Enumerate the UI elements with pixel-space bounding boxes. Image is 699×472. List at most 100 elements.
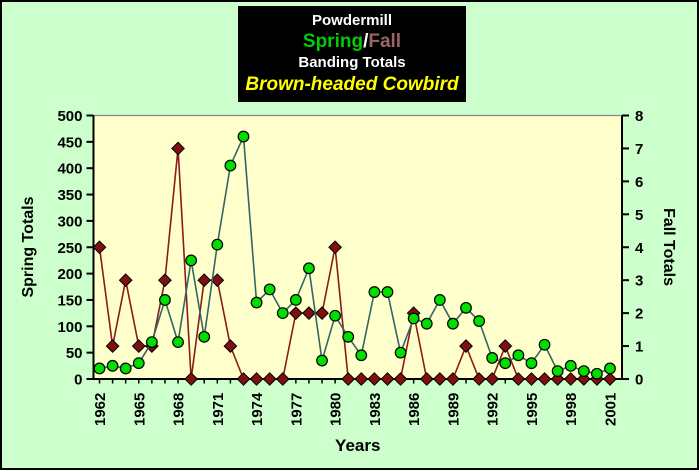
spring-marker xyxy=(224,159,237,172)
left-tick-label: 0 xyxy=(74,372,82,389)
spring-marker xyxy=(119,362,132,375)
left-tick-label: 450 xyxy=(57,134,82,151)
svg-text:1977: 1977 xyxy=(288,393,305,426)
fall-marker xyxy=(223,339,238,353)
x-tick-label: 1974 xyxy=(249,392,266,426)
spring-marker xyxy=(499,357,512,370)
spring-label: Spring xyxy=(302,31,364,53)
svg-text:1980: 1980 xyxy=(328,393,345,426)
x-tick-label: 1971 xyxy=(210,393,227,426)
fall-marker xyxy=(328,240,343,255)
fall-marker xyxy=(367,372,382,386)
x-axis-title: Years xyxy=(335,436,380,455)
fall-marker xyxy=(524,372,539,386)
spring-marker xyxy=(512,349,525,362)
spring-marker xyxy=(551,365,564,377)
svg-text:2001: 2001 xyxy=(603,393,620,426)
fall-marker xyxy=(262,372,277,386)
spring-marker xyxy=(211,238,224,251)
x-tick-label: 1962 xyxy=(92,393,109,426)
x-tick-label: 1965 xyxy=(131,393,148,426)
right-axis: 0 1 2 3 4 5 6 7 8 xyxy=(622,108,644,389)
svg-text:1974: 1974 xyxy=(249,392,266,426)
spring-marker xyxy=(329,309,342,322)
left-tick-label: 200 xyxy=(57,266,82,283)
right-tick-label: 7 xyxy=(635,141,643,158)
spring-marker xyxy=(460,301,472,314)
spring-marker xyxy=(473,315,486,327)
svg-text:1992: 1992 xyxy=(485,393,502,426)
svg-text:1989: 1989 xyxy=(445,393,462,426)
left-tick-label: 50 xyxy=(66,345,83,362)
spring-marker xyxy=(368,286,381,298)
x-tick-label: 1992 xyxy=(485,393,502,426)
right-tick-label: 3 xyxy=(635,273,643,290)
spring-marker xyxy=(316,354,328,367)
x-axis: 1962 1965 1968 1971 1974 1977 1980 1983 1986 1989… xyxy=(92,379,620,426)
x-tick-label: 2001 xyxy=(603,393,620,426)
fall-marker xyxy=(563,372,578,386)
right-tick-label: 8 xyxy=(635,108,643,125)
right-tick-label: 6 xyxy=(635,174,643,191)
fall-marker xyxy=(485,372,500,386)
left-tick-label: 400 xyxy=(57,161,82,178)
svg-text:1971: 1971 xyxy=(210,393,227,426)
fall-marker xyxy=(158,273,172,288)
fall-marker xyxy=(171,141,185,156)
fall-marker xyxy=(354,372,369,386)
x-tick-label: 1968 xyxy=(171,393,188,426)
svg-text:1968: 1968 xyxy=(171,393,188,426)
spring-marker xyxy=(250,296,263,309)
fall-marker xyxy=(302,306,316,321)
spring-marker xyxy=(159,294,171,306)
fall-marker xyxy=(341,372,356,386)
fall-marker xyxy=(393,372,408,386)
spring-marker xyxy=(303,262,315,275)
right-tick-label: 0 xyxy=(635,372,643,389)
svg-text:1965: 1965 xyxy=(131,393,148,426)
spring-marker xyxy=(342,330,355,343)
fall-marker xyxy=(105,339,120,353)
title-line-species: Brown-headed Cowbird xyxy=(245,73,459,95)
chart-title-box: Powdermill Spring/Fall Banding Totals Br… xyxy=(238,6,466,102)
spring-marker xyxy=(604,362,616,375)
right-tick-label: 5 xyxy=(635,207,643,224)
spring-marker xyxy=(538,338,551,351)
spring-marker xyxy=(145,336,158,349)
left-tick-label: 150 xyxy=(57,292,82,309)
fall-marker xyxy=(92,240,107,255)
svg-text:Spring Totals: Spring Totals xyxy=(20,196,37,297)
spring-marker xyxy=(132,357,145,370)
x-tick-label: 1980 xyxy=(328,393,345,426)
svg-text:1998: 1998 xyxy=(563,393,580,426)
x-tick-label: 1977 xyxy=(288,393,305,426)
spring-marker xyxy=(420,317,433,330)
spring-marker xyxy=(433,294,446,306)
spring-marker xyxy=(381,286,394,298)
left-tick-label: 500 xyxy=(57,108,82,125)
spring-marker xyxy=(276,307,289,320)
spring-marker xyxy=(355,349,368,362)
spring-marker xyxy=(591,367,603,380)
x-tick-label: 1995 xyxy=(524,393,541,426)
fall-marker xyxy=(537,372,552,386)
title-line-season: Spring/Fall xyxy=(303,30,401,54)
season-separator: / xyxy=(363,31,369,53)
spring-marker xyxy=(564,359,577,372)
fall-marker xyxy=(131,339,146,353)
svg-text:Fall Totals: Fall Totals xyxy=(660,208,677,286)
x-tick-label: 1989 xyxy=(445,393,462,426)
spring-marker xyxy=(486,352,499,364)
svg-text:1983: 1983 xyxy=(367,393,384,426)
right-tick-label: 2 xyxy=(635,306,643,323)
spring-marker xyxy=(525,357,538,370)
fall-marker xyxy=(315,306,329,321)
spring-marker xyxy=(577,365,590,377)
left-axis: 0 50 100 150 200 250 300 350 400 450 500 xyxy=(57,108,94,389)
fall-marker xyxy=(184,372,199,386)
fall-label: Fall xyxy=(368,31,402,53)
svg-text:1995: 1995 xyxy=(524,393,541,426)
plot-area xyxy=(93,115,622,379)
fall-marker xyxy=(472,372,487,386)
